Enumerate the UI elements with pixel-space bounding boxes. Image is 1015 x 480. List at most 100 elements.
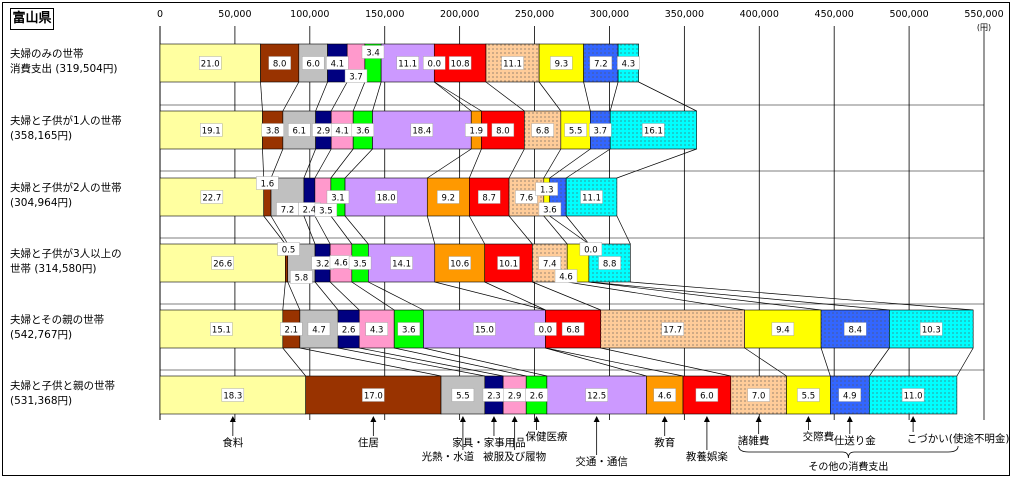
- value-label-box: [326, 190, 350, 204]
- value-label: 2.9: [317, 126, 331, 136]
- arrow-head-icon: [229, 416, 236, 422]
- value-label: 0.0: [428, 59, 442, 69]
- value-label: 9.4: [776, 325, 790, 335]
- value-label: 3.8: [266, 126, 280, 136]
- value-label: 3.7: [349, 72, 363, 82]
- value-label: 10.6: [450, 259, 469, 269]
- value-label: 3.7: [594, 126, 608, 136]
- value-label: 3.6: [356, 126, 370, 136]
- connector-line: [351, 281, 395, 311]
- connector-line: [484, 281, 546, 311]
- group-label: その他の消費支出: [808, 460, 888, 473]
- value-label-box: [465, 123, 488, 137]
- value-label: 4.6: [658, 391, 672, 401]
- value-label: 3.6: [402, 325, 416, 335]
- value-label: 4.3: [370, 325, 384, 335]
- value-label-box: [642, 123, 665, 137]
- value-label-box: [554, 269, 578, 283]
- connector-line: [543, 215, 568, 245]
- connector-line: [427, 148, 472, 179]
- value-label: 16.1: [644, 126, 663, 136]
- connector-line: [270, 215, 289, 245]
- value-label: 6.1: [292, 126, 306, 136]
- value-label-box: [448, 256, 471, 270]
- x-tick-label: 550,000: [964, 9, 1003, 20]
- arrow-head-icon: [593, 416, 600, 422]
- connector-line: [426, 215, 436, 245]
- value-label-box: [390, 256, 413, 270]
- value-label-box: [437, 190, 460, 204]
- value-label-box: [515, 190, 538, 204]
- value-label-box: [525, 388, 548, 402]
- value-label-box: [277, 242, 300, 256]
- value-label-box: [501, 56, 524, 70]
- value-label-box: [365, 322, 388, 336]
- legend-label: 交際費: [803, 430, 835, 443]
- value-label: 6.8: [566, 325, 580, 335]
- value-label: 6.0: [700, 391, 714, 401]
- value-label-box: [326, 56, 349, 70]
- connector-line: [329, 281, 360, 311]
- connector-line: [565, 215, 590, 245]
- value-label: 3.4: [366, 48, 380, 58]
- x-tick-label: 100,000: [290, 9, 329, 20]
- connector-line: [330, 215, 353, 245]
- value-label: 3.5: [319, 206, 333, 216]
- value-label: 15.0: [475, 325, 494, 335]
- arrow-head-icon: [533, 416, 540, 422]
- connector-line: [565, 148, 611, 179]
- connector-line: [260, 81, 263, 112]
- connector-line: [315, 81, 328, 112]
- value-label: 8.0: [496, 126, 510, 136]
- value-label: 7.0: [752, 391, 766, 401]
- value-label-box: [580, 190, 603, 204]
- connector-line: [508, 215, 533, 245]
- value-label: 4.1: [335, 126, 349, 136]
- value-label: 4.3: [622, 59, 636, 69]
- connector-line: [869, 347, 890, 377]
- arrow-head-icon: [490, 416, 497, 422]
- legend-label: 教育: [654, 436, 675, 449]
- value-label-box: [901, 388, 925, 402]
- connector-line: [359, 347, 504, 377]
- value-label: 9.2: [442, 193, 456, 203]
- connector-line: [434, 81, 472, 112]
- value-label-box: [396, 56, 419, 70]
- arrow-head-icon: [703, 416, 710, 422]
- value-label-box: [534, 322, 557, 336]
- category-label: (542,767円): [10, 329, 72, 341]
- value-label-box: [451, 388, 475, 402]
- value-label-box: [589, 56, 613, 70]
- value-label-box: [589, 123, 612, 137]
- connector-line: [372, 81, 382, 112]
- connector-line: [538, 81, 562, 112]
- value-label-box: [477, 190, 501, 204]
- value-label: 17.7: [663, 325, 682, 335]
- value-label: 8.8: [603, 259, 617, 269]
- value-label: 1.9: [470, 126, 484, 136]
- legend-label: 保健医療: [526, 430, 568, 443]
- group-brace: [738, 445, 959, 459]
- value-label-box: [448, 56, 472, 70]
- connector-line: [468, 148, 482, 179]
- connector-line: [282, 281, 286, 311]
- connector-line: [588, 281, 890, 311]
- connector-line: [469, 215, 486, 245]
- value-label: 2.1: [285, 325, 299, 335]
- value-label: 22.7: [202, 193, 221, 203]
- value-label: 26.6: [213, 259, 232, 269]
- value-label: 12.5: [587, 391, 606, 401]
- connector-line: [616, 148, 697, 179]
- category-label: (304,964円): [10, 197, 72, 209]
- x-tick-label: 450,000: [815, 9, 854, 20]
- value-label: 14.1: [392, 259, 411, 269]
- value-label: 5.5: [569, 126, 583, 136]
- connector-line: [299, 347, 442, 377]
- value-label-box: [307, 322, 331, 336]
- value-label-box: [397, 322, 421, 336]
- legend-label: 諸雑費: [738, 434, 770, 447]
- legend-label: 被服及び履物: [483, 450, 546, 463]
- value-label-box: [561, 322, 585, 336]
- value-label-box: [695, 388, 719, 402]
